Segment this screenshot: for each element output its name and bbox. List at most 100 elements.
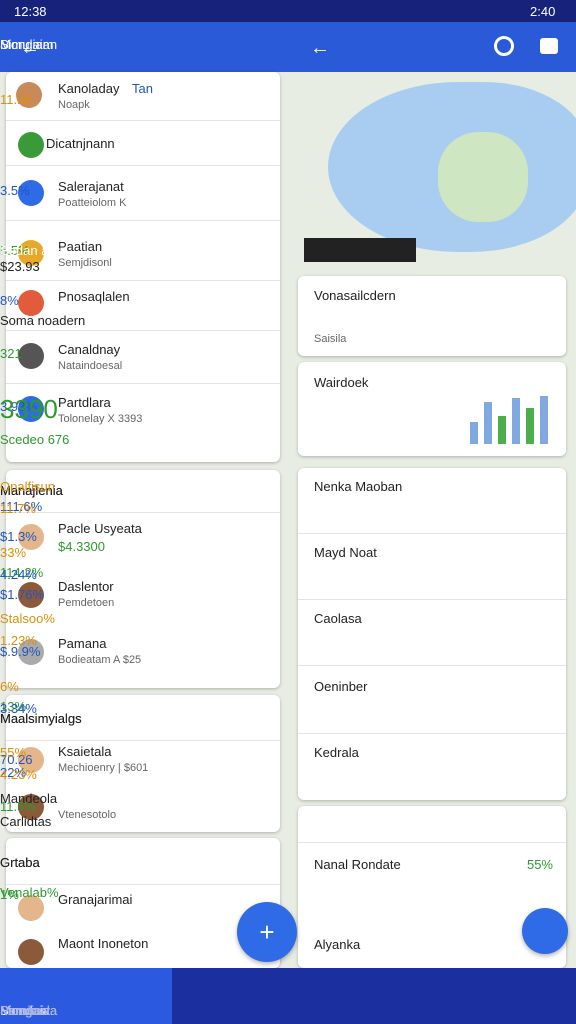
item-title: Daslentor [58, 579, 114, 594]
nav-label: Pomeniz [0, 1003, 51, 1018]
nav-label: Paratis [0, 1003, 41, 1018]
icon [18, 582, 44, 608]
fab[interactable] [522, 908, 568, 954]
row-label: Stalsoo% [0, 611, 55, 626]
icon [18, 747, 44, 773]
fab[interactable]: + [237, 902, 297, 962]
item-title: Pnosaqlalen [58, 289, 130, 304]
section-header: Maalsimyialgs [0, 711, 82, 726]
item-title: Mandeola [0, 791, 58, 806]
icon [16, 82, 42, 108]
nav-label: Simulaia [0, 1003, 50, 1018]
divider [6, 220, 280, 221]
item-value: 3.93% [0, 399, 37, 414]
row-value: 55% [526, 857, 553, 872]
item-title: Ksaietala [58, 744, 112, 759]
item-sub: Nataindoesal [58, 360, 123, 372]
card [298, 276, 566, 356]
search-icon[interactable] [494, 36, 514, 56]
card-text: Saisila [314, 333, 347, 345]
icon [18, 240, 44, 266]
card [6, 72, 280, 462]
item-value: 70.26 [0, 752, 33, 767]
row-title: Oeninber [314, 679, 368, 694]
card-text: Vonasailcdern [314, 288, 396, 303]
row-value: 3.34% [0, 701, 37, 716]
item-sub: Noapk [58, 99, 90, 111]
item-value: $23.93 [0, 259, 40, 274]
item-title: Maont Inoneton [58, 936, 149, 951]
item-sub: Vtenesotolo [58, 809, 117, 821]
item-title: Canaldnay [58, 342, 121, 357]
card-value: 3390 [0, 394, 58, 424]
item-title: Granajarimai [58, 892, 133, 907]
bottom-nav [172, 968, 576, 1024]
icon [18, 290, 44, 316]
icon [18, 132, 44, 158]
row-value: 4.24% [0, 567, 37, 582]
row-value: 1% [0, 887, 19, 902]
item-sub: Poatteiolom K [58, 197, 127, 209]
section-header: Manajlenia [0, 483, 63, 498]
icon [18, 343, 44, 369]
divider [6, 280, 280, 281]
group-header: Dicatnjnann [46, 136, 115, 151]
row-label: 33% [0, 545, 27, 560]
divider [6, 120, 280, 121]
row-value: 114.2% [0, 565, 44, 580]
item-sub: Bodieatam A $25 [58, 654, 142, 666]
card [6, 838, 280, 968]
item-value: 3.5% [0, 183, 30, 198]
row-title: Mayd Noat [314, 545, 377, 560]
icon [18, 895, 44, 921]
row-title: Nanal Rondate [314, 857, 401, 872]
item-sub: Mechioenry | $601 [58, 762, 149, 774]
item-sub: Semjdisonl [58, 257, 112, 269]
item-tag: Tan [132, 81, 153, 96]
back-button[interactable]: ← [310, 37, 330, 59]
row-title: Alyanka [314, 937, 361, 952]
item-value: 321 [0, 346, 22, 361]
row-label: 6% [0, 679, 19, 694]
row-value: 1.23% [0, 633, 37, 648]
bottom-nav [0, 968, 172, 1024]
map-label-bg [304, 238, 416, 262]
item-sub: $4.3300 [58, 539, 105, 554]
item-title: Salerajanat [58, 179, 124, 194]
item-sub: Tolonelay X 3393 [58, 413, 143, 425]
icon [18, 180, 44, 206]
row-value: 111.6% [0, 499, 43, 514]
island [438, 132, 528, 222]
app-bar [0, 22, 576, 72]
row-label: Opalfisun [0, 479, 55, 494]
back-button[interactable]: ← [20, 37, 40, 59]
section-header: Carlidtas [0, 814, 52, 829]
section-header: Maalsimyialgs [0, 711, 82, 726]
divider [6, 165, 280, 166]
row-title: Nenka Maoban [314, 479, 403, 494]
row-value: 22% [0, 765, 27, 780]
nav-label: Mongaala [0, 1003, 58, 1018]
icon [18, 639, 44, 665]
item-title: Pamana [58, 636, 107, 651]
mini-chart [470, 394, 550, 444]
item-sub: Pemdetoen [58, 597, 115, 609]
icon [18, 939, 44, 965]
item-value: $.9.9% [0, 644, 41, 659]
row-value: 13% [0, 699, 27, 714]
item-title: Kanoladay [58, 81, 120, 96]
status-bar [0, 0, 576, 22]
icon [18, 524, 44, 550]
map-label: Sodan ajisn [0, 243, 68, 258]
card [6, 695, 280, 832]
item-value: 5.5% [0, 243, 30, 258]
card [298, 362, 566, 456]
item-value: 8% [0, 293, 19, 308]
card [6, 470, 280, 688]
item-value: $1.76% [0, 587, 45, 602]
item-title: Pacle Usyeata [58, 521, 142, 536]
notification-icon[interactable] [540, 38, 558, 54]
divider [298, 733, 566, 734]
divider [6, 884, 280, 885]
